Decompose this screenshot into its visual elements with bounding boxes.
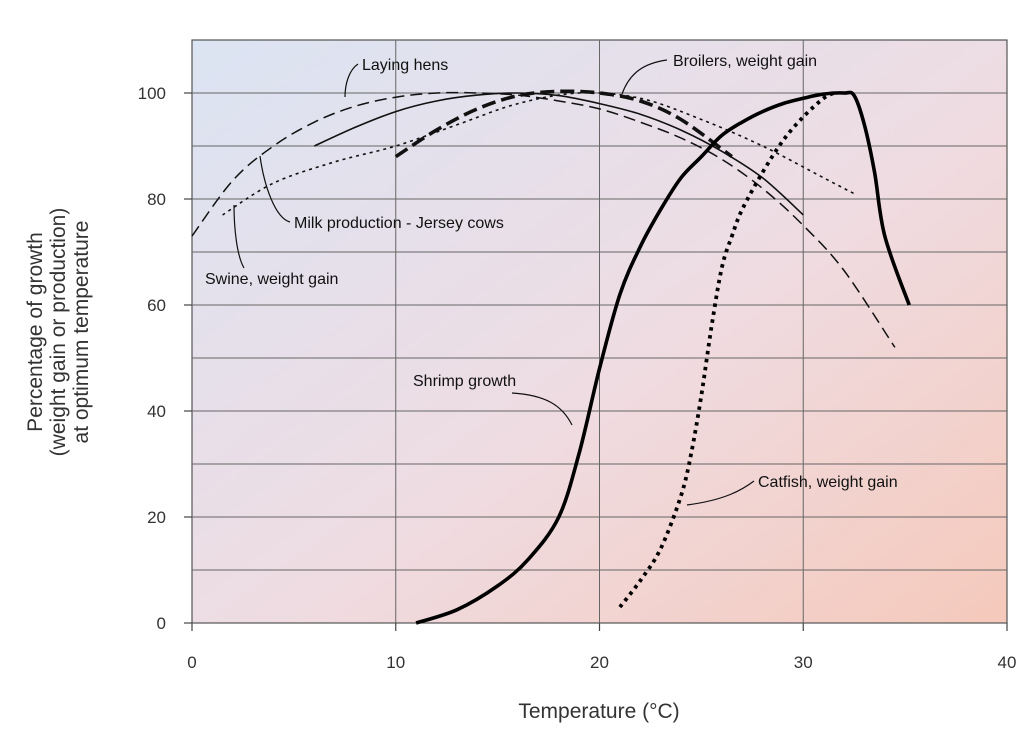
x-tick-label: 40 <box>998 653 1017 672</box>
y-axis-title-line-2: (weight gain or production) <box>47 208 70 457</box>
label-milk-production: Milk production - Jersey cows <box>294 215 504 232</box>
leader-milk <box>259 155 291 223</box>
leader-laying-hens <box>344 63 359 98</box>
axis-ticks: 0 20 40 60 80 100 0 10 20 30 40 <box>138 84 1017 672</box>
series-catfish-weight-gain <box>618 91 835 609</box>
y-tick-label: 0 <box>157 614 166 633</box>
x-tick-label: 10 <box>386 653 405 672</box>
label-catfish: Catfish, weight gain <box>758 474 898 491</box>
y-axis-title: Percentage of growth (weight gain or pro… <box>24 208 93 457</box>
label-broilers: Broilers, weight gain <box>673 53 817 70</box>
y-tick-label: 80 <box>147 190 166 209</box>
x-axis-title: Temperature (°C) <box>518 700 679 723</box>
leader-shrimp <box>511 392 573 426</box>
y-tick-label: 60 <box>147 296 166 315</box>
series-milk-production-jersey-cows <box>191 91 896 348</box>
y-axis-title-line-1: Percentage of growth <box>24 232 47 432</box>
y-axis-title-line-3: at optimum temperature <box>70 221 93 444</box>
leader-broilers <box>621 59 668 95</box>
y-tick-label: 20 <box>147 508 166 527</box>
label-laying-hens: Laying hens <box>362 57 448 74</box>
label-swine: Swine, weight gain <box>205 271 338 288</box>
series-swine-weight-gain <box>222 91 855 216</box>
y-tick-label: 40 <box>147 402 166 421</box>
x-tick-label: 30 <box>794 653 813 672</box>
label-shrimp: Shrimp growth <box>413 373 516 390</box>
x-tick-label: 0 <box>187 653 196 672</box>
annotation-leaders <box>233 59 755 506</box>
leader-swine <box>233 204 245 269</box>
series-broilers-weight-gain <box>394 89 733 159</box>
y-tick-label: 100 <box>138 84 166 103</box>
series-shrimp-growth <box>415 90 911 625</box>
x-tick-label: 20 <box>590 653 609 672</box>
leader-catfish <box>686 480 755 506</box>
series-lines <box>191 89 911 625</box>
